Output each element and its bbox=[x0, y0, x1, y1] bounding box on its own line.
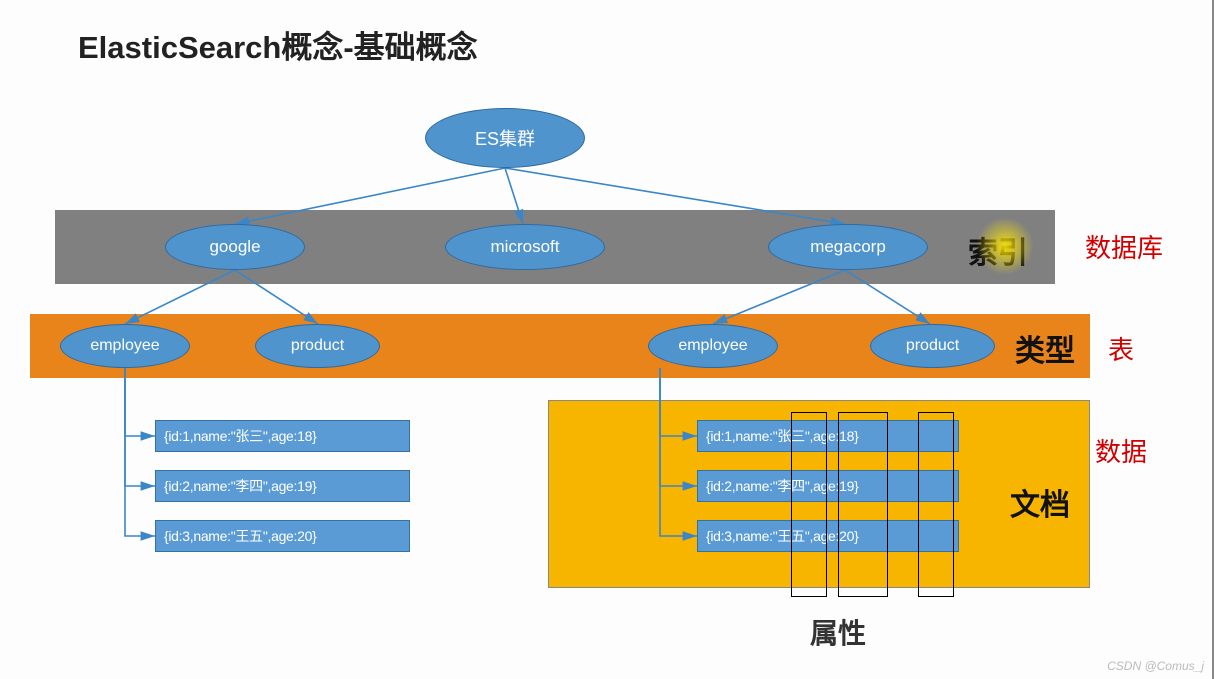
property-column-1 bbox=[838, 412, 888, 597]
doc-left-2: {id:3,name:"王五",age:20} bbox=[155, 520, 410, 552]
property-label: 属性 bbox=[810, 612, 866, 652]
node-prod1: product bbox=[255, 324, 380, 368]
document-label: 文档 bbox=[1010, 480, 1070, 524]
type-band-label: 类型 bbox=[1015, 326, 1075, 370]
node-google: google bbox=[165, 224, 305, 270]
callout-data: 数据 bbox=[1095, 432, 1147, 469]
property-column-0 bbox=[791, 412, 827, 597]
doc-left-1: {id:2,name:"李四",age:19} bbox=[155, 470, 410, 502]
node-megacorp: megacorp bbox=[768, 224, 928, 270]
node-root: ES集群 bbox=[425, 108, 585, 168]
node-microsoft: microsoft bbox=[445, 224, 605, 270]
watermark: CSDN @Comus_j bbox=[1107, 659, 1204, 673]
callout-table: 表 bbox=[1108, 330, 1134, 367]
node-emp1: employee bbox=[60, 324, 190, 368]
highlight-spot bbox=[975, 218, 1035, 274]
node-prod2: product bbox=[870, 324, 995, 368]
property-column-2 bbox=[918, 412, 954, 597]
node-emp2: employee bbox=[648, 324, 778, 368]
page-title: ElasticSearch概念-基础概念 bbox=[78, 22, 478, 67]
callout-database: 数据库 bbox=[1085, 228, 1163, 265]
doc-left-0: {id:1,name:"张三",age:18} bbox=[155, 420, 410, 452]
